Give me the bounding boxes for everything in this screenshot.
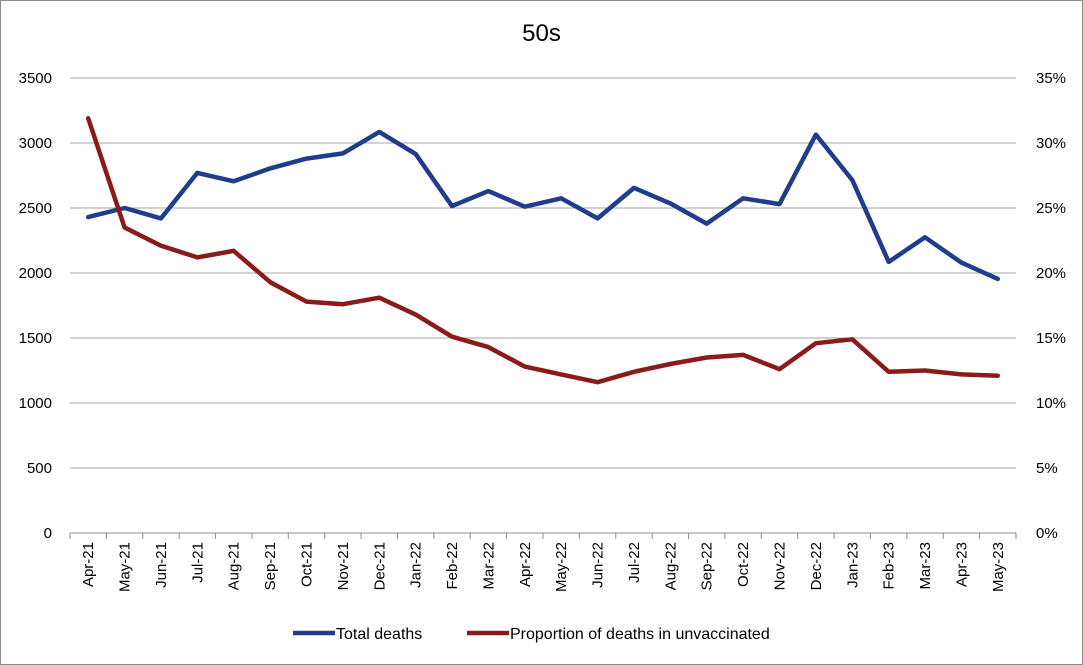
- x-tick-label: Apr-21: [80, 542, 97, 587]
- x-tick-label: Sep-21: [262, 542, 279, 590]
- x-tick-label: Jul-21: [189, 542, 206, 583]
- x-tick-label: Jan-22: [408, 542, 425, 588]
- x-tick-label: Apr-22: [517, 542, 534, 587]
- x-tick-label: Mar-22: [480, 542, 497, 590]
- y2-tick-label: 5%: [1036, 460, 1058, 477]
- x-tick-label: Feb-22: [444, 542, 461, 590]
- x-tick-label: Dec-22: [808, 542, 825, 590]
- series-lines: [85, 116, 1001, 385]
- x-tick-label: Jun-22: [590, 542, 607, 588]
- y-tick-label: 500: [27, 460, 52, 477]
- x-tick-label: Apr-23: [953, 542, 970, 587]
- x-tick-label: May-23: [990, 542, 1007, 592]
- x-tick-label: Nov-21: [335, 542, 352, 590]
- x-tick-label: Jul-22: [626, 542, 643, 583]
- x-tick-label: Jan-23: [844, 542, 861, 588]
- y-tick-label: 1000: [19, 395, 52, 412]
- x-tick-label: May-22: [553, 542, 570, 592]
- y2-tick-label: 20%: [1036, 265, 1066, 282]
- y-tick-label: 2000: [19, 265, 52, 282]
- y2-tick-label: 15%: [1036, 330, 1066, 347]
- y-tick-label: 3000: [19, 135, 52, 152]
- y2-tick-label: 35%: [1036, 70, 1066, 87]
- x-tick-label: Feb-23: [881, 542, 898, 590]
- x-tick-label: Oct-22: [735, 542, 752, 587]
- right-axis-ticks: 0% 5% 10% 15% 20% 25% 30% 35%: [1036, 70, 1066, 542]
- gridlines: [70, 77, 1016, 534]
- legend-label-1: Total deaths: [336, 626, 422, 643]
- y-tick-label: 3500: [19, 70, 52, 87]
- x-tick-label: May-21: [117, 542, 134, 592]
- y2-tick-label: 0%: [1036, 525, 1058, 542]
- x-tick-label: Oct-21: [299, 542, 316, 587]
- x-tick-label: Aug-21: [226, 542, 243, 590]
- y-tick-label: 1500: [19, 330, 52, 347]
- y2-tick-label: 25%: [1036, 200, 1066, 217]
- x-tick-label: Sep-22: [699, 542, 716, 590]
- chart-title: 50s: [522, 20, 561, 47]
- y2-tick-label: 10%: [1036, 395, 1066, 412]
- x-axis: Apr-21 May-21 Jun-21 Jul-21 Aug-21 Sep-21 Oct-…: [69, 532, 1017, 592]
- legend: Total deaths Proportion of deaths in unva…: [293, 626, 770, 643]
- y-tick-label: 0: [44, 525, 52, 542]
- legend-label-2: Proportion of deaths in unvaccinated: [510, 626, 770, 643]
- series-line-1: [85, 129, 1001, 282]
- x-tick-label: Nov-22: [772, 542, 789, 590]
- x-tick-label: Mar-23: [917, 542, 934, 590]
- x-tick-label: Jun-21: [153, 542, 170, 588]
- y2-tick-label: 30%: [1036, 135, 1066, 152]
- series-line-2: [85, 116, 1001, 385]
- y-tick-label: 2500: [19, 200, 52, 217]
- x-tick-label: Dec-21: [371, 542, 388, 590]
- x-tick-label: Aug-22: [662, 542, 679, 590]
- left-axis-ticks: 0 500 1000 1500 2000 2500 3000 3500: [19, 70, 52, 542]
